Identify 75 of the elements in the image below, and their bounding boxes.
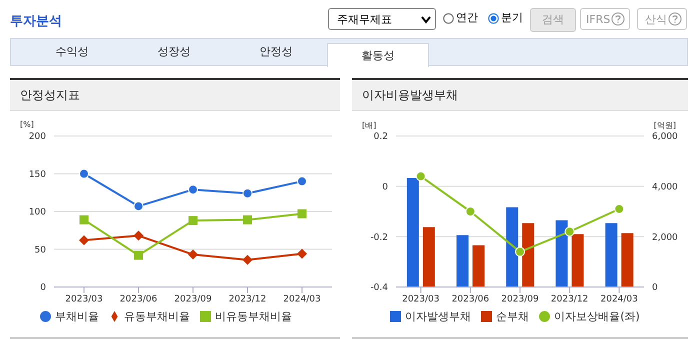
x-tick-label: 2023/09 <box>174 294 212 304</box>
chart-title: 안정성지표 <box>10 80 340 111</box>
point <box>297 248 307 259</box>
x-tick-label: 2023/12 <box>550 294 588 304</box>
text: 산식 <box>637 8 687 30</box>
y2-axis-title: [억원] <box>654 120 676 131</box>
point <box>564 226 575 237</box>
point <box>297 176 307 186</box>
point <box>242 188 252 198</box>
x-tick-label: 2024/03 <box>283 294 321 304</box>
legend-label: 이자발생부채 <box>405 310 472 323</box>
x-tick-label: 2023/12 <box>228 294 266 304</box>
text: 안정성 <box>258 44 294 60</box>
point <box>416 171 426 182</box>
legend-label: 이자보상배율(좌) <box>554 310 640 323</box>
bar <box>406 178 419 287</box>
point <box>298 209 306 218</box>
bar <box>572 234 584 287</box>
x-tick-label: 2023/09 <box>501 294 539 304</box>
bar <box>522 223 534 287</box>
text: 분기 <box>501 10 523 25</box>
point <box>243 215 252 224</box>
point <box>614 204 624 214</box>
chart-title: 이자비용발생부채 <box>352 80 688 111</box>
x-tick-label: 2023/06 <box>120 294 158 304</box>
x-tick-label: 2023/06 <box>452 294 490 304</box>
y-tick-label: 0 <box>382 182 388 193</box>
y-tick-label: -0.4 <box>370 283 388 294</box>
text: 주재무제표 <box>328 8 436 30</box>
y2-tick-label: 0 <box>652 283 658 294</box>
bar <box>605 223 618 287</box>
legend-label: 부채비율 <box>55 310 99 323</box>
point <box>188 250 198 260</box>
text: 수익성 <box>54 44 90 60</box>
y-axis-title: [%] <box>20 120 34 129</box>
y-tick-label: 0 <box>40 283 46 294</box>
point <box>465 206 476 216</box>
y-axis-title: [배] <box>362 120 376 131</box>
y2-tick-label: 4,000 <box>652 182 678 193</box>
x-tick-label: 2023/03 <box>65 294 103 304</box>
point <box>515 246 525 257</box>
y-tick-label: -0.2 <box>370 232 388 243</box>
text: 성장성 <box>156 44 192 60</box>
legend-label: 순부채 <box>496 310 530 323</box>
point <box>79 168 89 179</box>
x-tick-label: 2023/03 <box>402 294 440 304</box>
point <box>80 215 88 224</box>
y-tick-label: 200 <box>28 132 46 142</box>
x-tick-label: 2024/03 <box>600 294 638 304</box>
text: IFRS <box>580 8 630 30</box>
y2-tick-label: 6,000 <box>652 132 678 142</box>
y-tick-label: 50 <box>34 245 46 256</box>
legend-label: 비유동부채비율 <box>215 310 292 323</box>
bar <box>422 227 435 287</box>
text: 활동성 <box>327 43 429 67</box>
y-tick-label: 0.2 <box>374 132 388 142</box>
y-tick-label: 150 <box>28 170 46 180</box>
point <box>188 216 198 226</box>
point <box>134 230 144 241</box>
text: 투자분석 <box>10 13 62 30</box>
point <box>188 184 198 195</box>
bar <box>456 235 469 287</box>
y2-tick-label: 2,000 <box>652 232 678 243</box>
point <box>134 201 144 212</box>
point <box>242 254 252 265</box>
bar <box>621 233 634 287</box>
text: 연간 <box>456 10 478 25</box>
bar <box>506 207 518 287</box>
point <box>134 250 143 260</box>
bar <box>556 220 568 287</box>
legend-label: 유동부채비율 <box>124 310 190 323</box>
bar <box>472 245 485 287</box>
point <box>79 235 89 246</box>
text: 검색 <box>530 8 576 32</box>
y-tick-label: 100 <box>28 208 46 218</box>
